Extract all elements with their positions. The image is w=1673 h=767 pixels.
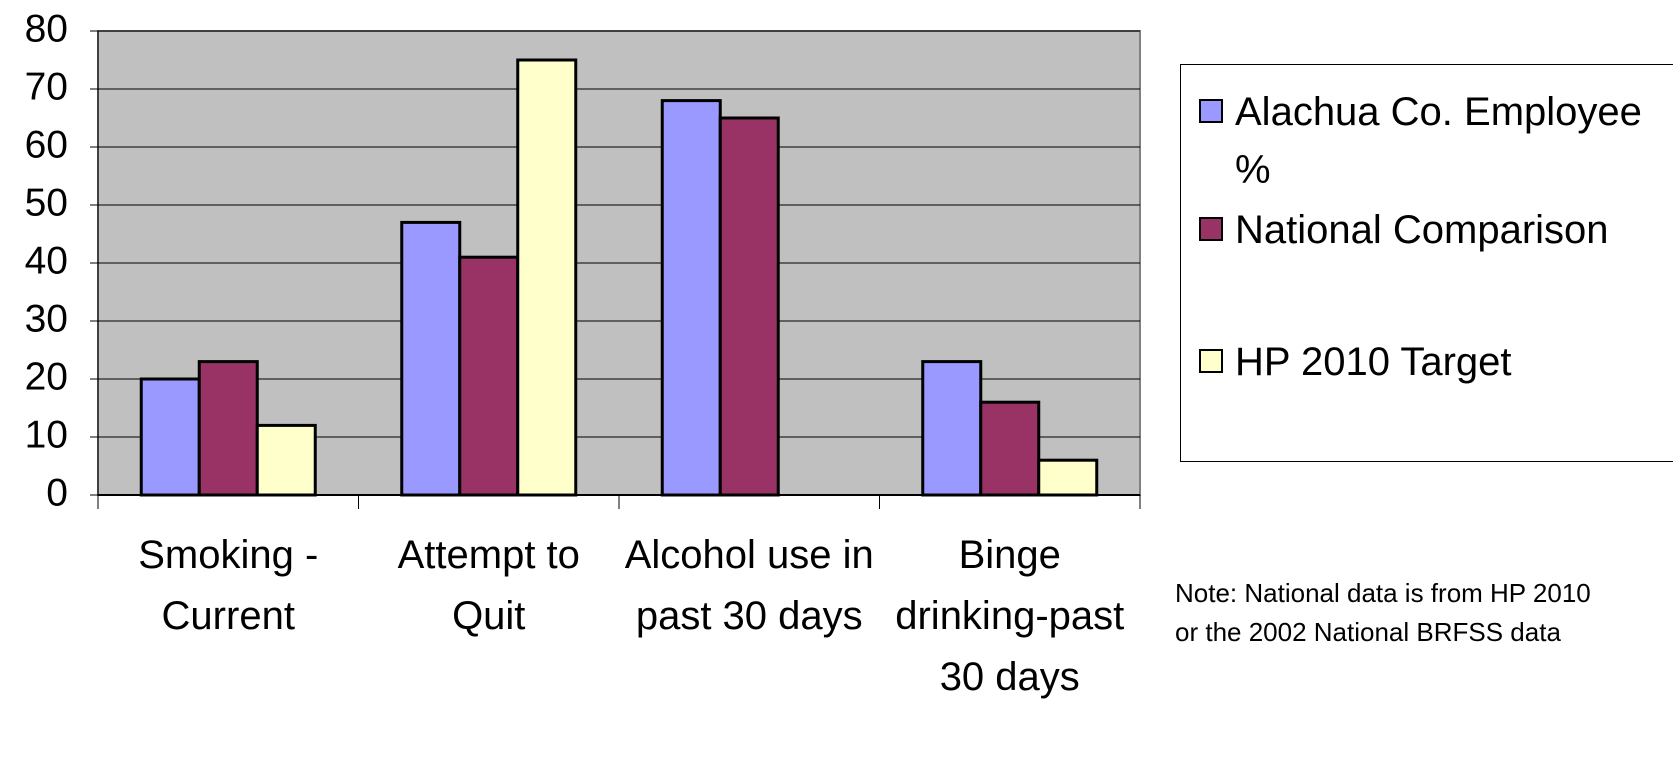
x-tick-label: Alcohol use in past 30 days [624, 533, 874, 638]
legend-item: Alachua Co. Employee % [1199, 83, 1673, 199]
y-tick-label: 70 [25, 65, 68, 108]
bar [516, 58, 578, 497]
x-tick-label: Binge drinking-past 30 days [895, 533, 1125, 699]
legend-swatch [1199, 349, 1223, 373]
bar [660, 99, 722, 497]
bar [400, 220, 462, 497]
y-tick-label: 50 [25, 181, 68, 224]
legend-swatch [1199, 217, 1223, 241]
bar [1037, 458, 1099, 497]
y-tick-label: 0 [46, 471, 68, 514]
bar [718, 116, 780, 497]
note: Note: National data is from HP 2010 or t… [1175, 578, 1591, 647]
y-tick-label: 30 [25, 297, 68, 340]
y-tick-label: 10 [25, 413, 68, 456]
x-tick-label: Smoking - Current [138, 533, 319, 638]
legend: Alachua Co. Employee % National Compariso… [1180, 64, 1673, 462]
legend-label: Alachua Co. Employee % [1235, 90, 1642, 192]
legend-item: HP 2010 Target [1199, 333, 1673, 391]
legend-swatch [1199, 99, 1223, 123]
legend-item: National Comparison [1199, 201, 1673, 259]
legend-label: HP 2010 Target [1235, 340, 1512, 384]
y-tick-label: 20 [25, 355, 68, 398]
y-tick-label: 60 [25, 123, 68, 166]
bar [921, 360, 983, 497]
bar [458, 255, 520, 497]
bar [255, 423, 317, 497]
bar [139, 377, 201, 497]
y-tick-label: 80 [25, 7, 68, 50]
x-tick-label: Attempt to Quit [397, 533, 580, 638]
bar [979, 400, 1041, 497]
y-tick-label: 40 [25, 239, 68, 282]
bar [197, 360, 259, 497]
legend-label: National Comparison [1235, 208, 1609, 252]
